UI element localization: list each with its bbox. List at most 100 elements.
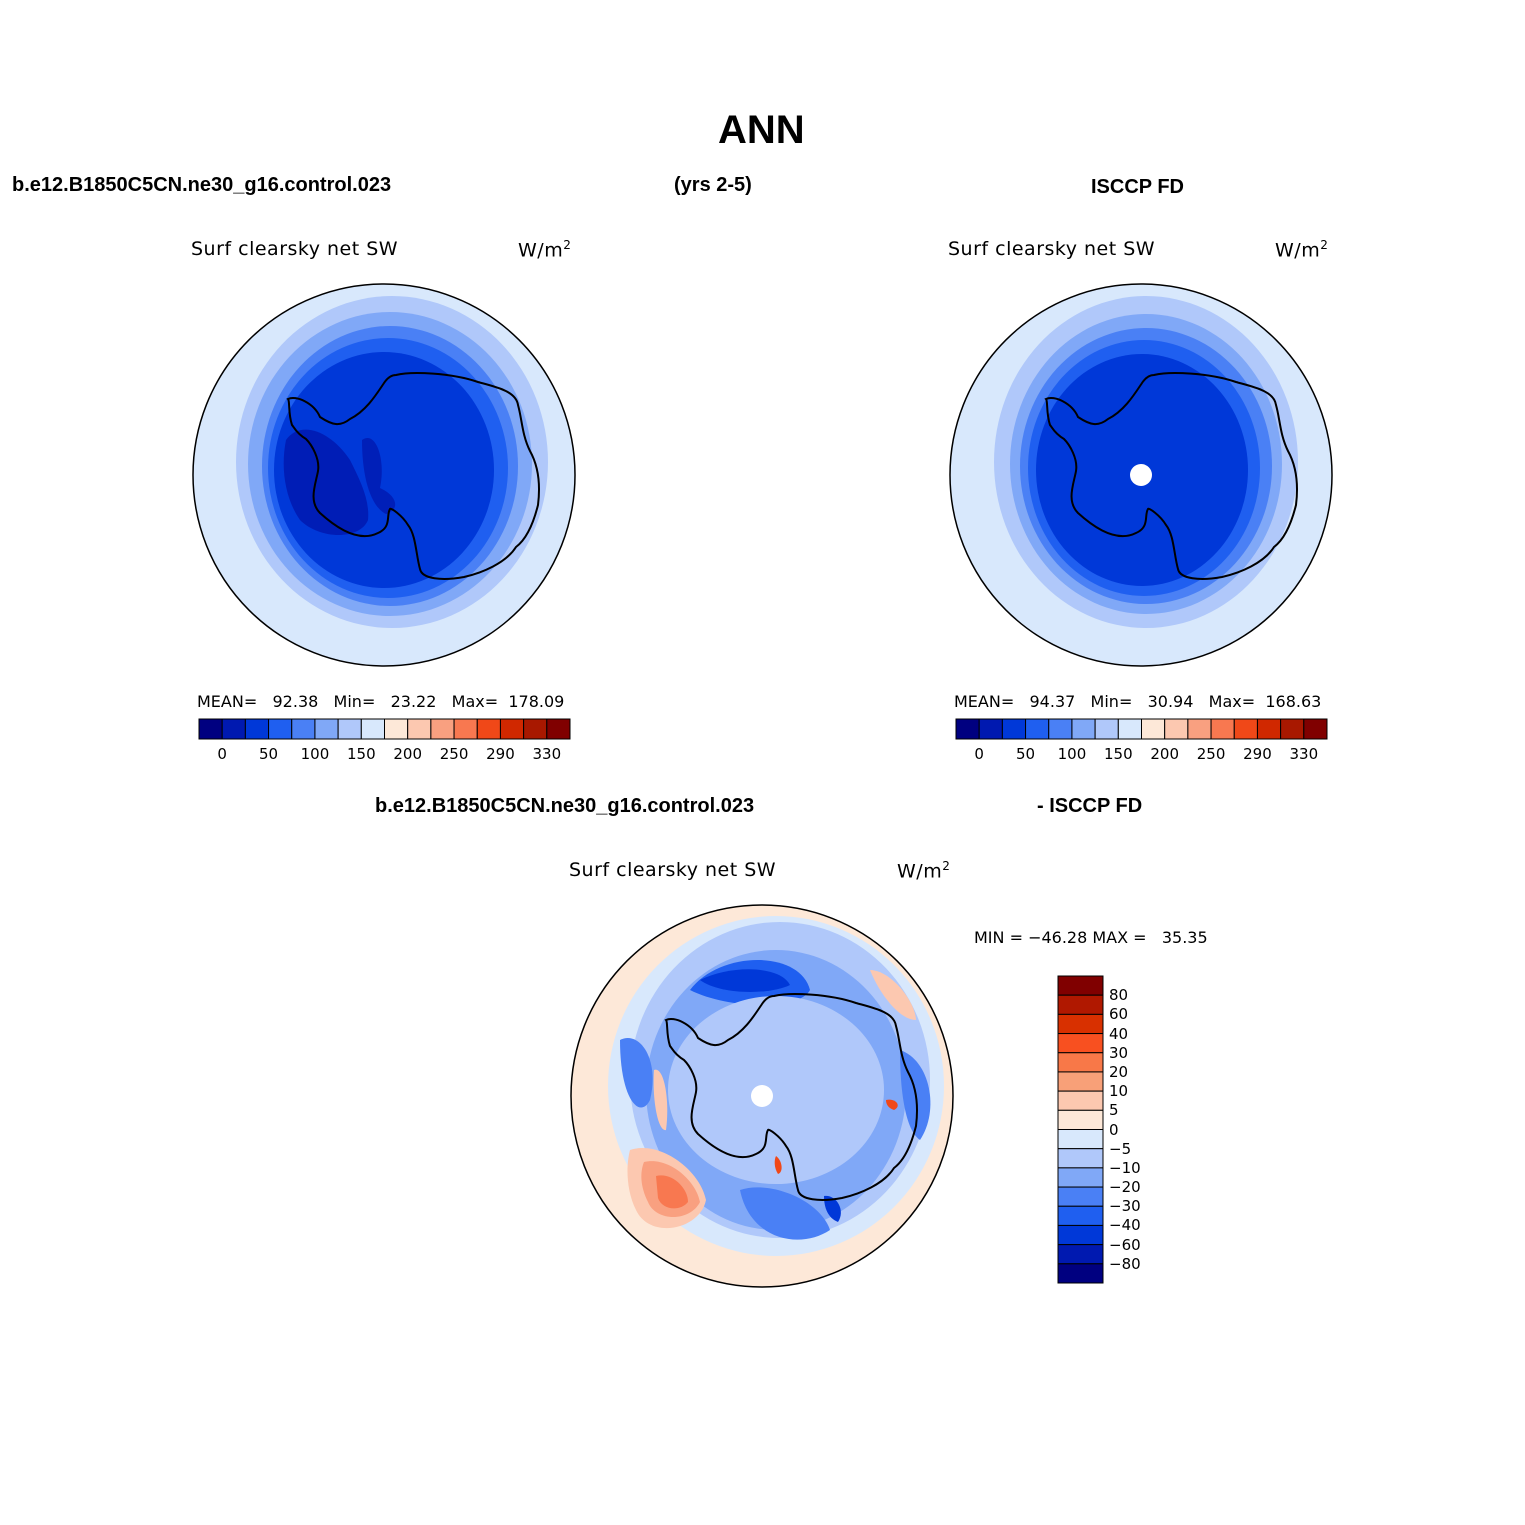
obs-colorbar-swatch	[1280, 718, 1305, 740]
obs-colorbar-tick-label: 330	[1289, 745, 1319, 763]
obs-colorbar-tick-label: 250	[1196, 745, 1226, 763]
model-colorbar-swatch	[337, 718, 362, 740]
obs-colorbar-swatch	[978, 718, 1003, 740]
obs-colorbar-swatch	[1141, 718, 1166, 740]
model-colorbar-swatch	[546, 718, 571, 740]
diff-colorbar-swatch	[1057, 1109, 1104, 1130]
diff-colorbar-tick-label: 40	[1109, 1024, 1129, 1043]
model-colorbar-swatch	[523, 718, 548, 740]
model-stats: MEAN= 92.38 Min= 23.22 Max= 178.09	[197, 692, 565, 711]
diff-colorbar-swatch	[1057, 1052, 1104, 1073]
diff-colorbar	[1057, 975, 1104, 1284]
model-colorbar-swatch	[407, 718, 432, 740]
model-colorbar	[198, 718, 571, 740]
diff-colorbar-tick-label: 30	[1109, 1043, 1129, 1062]
diff-colorbar-tick-label: −5	[1109, 1139, 1132, 1158]
diff-colorbar-swatch	[1057, 1013, 1104, 1035]
obs-colorbar-swatch	[1187, 718, 1212, 740]
obs-units-text: W/m	[1275, 239, 1321, 262]
diff-colorbar-swatch	[1057, 1071, 1104, 1092]
model-colorbar-tick-label: 50	[259, 745, 279, 763]
diff-map	[570, 904, 954, 1288]
model-colorbar-swatch	[221, 718, 246, 740]
diff-colorbar-tick-label: 20	[1109, 1062, 1129, 1081]
model-units-text: W/m	[518, 239, 564, 262]
diff-colorbar-swatch	[1057, 1244, 1104, 1265]
diff-colorbar-tick-label: −40	[1109, 1216, 1141, 1235]
diff-colorbar-tick-label: −60	[1109, 1235, 1141, 1254]
diff-colorbar-tick-label: −30	[1109, 1197, 1141, 1216]
diff-colorbar-swatch	[1057, 994, 1104, 1015]
years-header: (yrs 2-5)	[674, 174, 752, 196]
model-colorbar-swatch	[384, 718, 409, 740]
obs-colorbar-swatch	[1117, 718, 1142, 740]
obs-colorbar-tick-label: 200	[1150, 745, 1179, 763]
model-colorbar-swatch	[360, 718, 385, 740]
obs-units-sup: 2	[1320, 238, 1329, 252]
diff-colorbar-swatch	[1057, 1148, 1104, 1169]
diff-colorbar-swatch	[1057, 1033, 1104, 1054]
model-colorbar-swatch	[244, 718, 270, 740]
diff-colorbar-swatch	[1057, 1167, 1104, 1188]
model-units-label: W/m2	[518, 238, 571, 261]
diff-colorbar-tick-label: 80	[1109, 986, 1129, 1005]
model-colorbar-swatch	[499, 718, 525, 740]
model-colorbar-tick-label: 0	[217, 745, 227, 763]
diff-variable-label: Surf clearsky net SW	[569, 859, 777, 881]
model-colorbar-swatch	[476, 718, 501, 740]
obs-colorbar-tick-label: 290	[1243, 745, 1272, 763]
obs-colorbar-swatch	[1233, 718, 1258, 740]
model-units-sup: 2	[563, 238, 572, 252]
figure-title: ANN	[718, 108, 805, 152]
obs-colorbar-tick-label: 150	[1103, 745, 1133, 763]
diff-obs-header: - ISCCP FD	[1037, 795, 1143, 817]
diff-colorbar-swatch	[1057, 1263, 1104, 1284]
obs-colorbar-swatch	[1071, 718, 1096, 740]
obs-colorbar-tick-label: 50	[1016, 745, 1036, 763]
diff-units-text: W/m	[897, 860, 943, 883]
model-colorbar-tick-label: 200	[393, 745, 422, 763]
diff-colorbar-swatch	[1057, 1129, 1104, 1150]
obs-colorbar-swatch	[1256, 718, 1282, 740]
diff-colorbar-tick-label: −20	[1109, 1178, 1141, 1197]
diff-colorbar-tick-label: 10	[1109, 1082, 1129, 1101]
diff-model-header: b.e12.B1850C5CN.ne30_g16.control.023	[375, 795, 755, 817]
obs-map	[949, 283, 1333, 667]
model-map	[192, 283, 576, 667]
obs-variable-label: Surf clearsky net SW	[948, 238, 1156, 260]
obs-colorbar	[955, 718, 1328, 740]
diff-colorbar-swatch	[1057, 1205, 1104, 1226]
obs-colorbar-tick-label: 100	[1057, 745, 1087, 763]
obs-colorbar-swatch	[1303, 718, 1328, 740]
obs-units-label: W/m2	[1275, 238, 1328, 261]
diff-colorbar-tick-label: 5	[1109, 1101, 1119, 1120]
model-variable-label: Surf clearsky net SW	[191, 238, 399, 260]
obs-colorbar-swatch	[1164, 718, 1189, 740]
obs-colorbar-swatch	[1001, 718, 1027, 740]
model-case-header: b.e12.B1850C5CN.ne30_g16.control.023	[12, 174, 392, 196]
model-colorbar-tick-label: 100	[300, 745, 330, 763]
model-colorbar-swatch	[291, 718, 316, 740]
model-colorbar-swatch	[268, 718, 293, 740]
obs-colorbar-swatch	[955, 718, 980, 740]
model-colorbar-tick-label: 290	[486, 745, 515, 763]
obs-colorbar-swatch	[1025, 718, 1050, 740]
diff-colorbar-tick-label: 60	[1109, 1005, 1129, 1024]
obs-header: ISCCP FD	[1091, 176, 1184, 198]
obs-colorbar-swatch	[1210, 718, 1235, 740]
diff-stats: MIN = −46.28 MAX = 35.35	[974, 928, 1208, 947]
diff-colorbar-swatch	[1057, 1224, 1104, 1246]
diff-colorbar-swatch	[1057, 1090, 1104, 1111]
obs-colorbar-swatch	[1094, 718, 1119, 740]
diff-units-label: W/m2	[897, 859, 950, 882]
model-colorbar-swatch	[314, 718, 339, 740]
obs-colorbar-tick-label: 0	[974, 745, 984, 763]
diff-colorbar-tick-label: −10	[1109, 1158, 1141, 1177]
obs-stats: MEAN= 94.37 Min= 30.94 Max= 168.63	[954, 692, 1322, 711]
model-colorbar-swatch	[430, 718, 455, 740]
model-colorbar-swatch	[453, 718, 478, 740]
model-colorbar-tick-label: 150	[346, 745, 376, 763]
diff-units-sup: 2	[942, 859, 951, 873]
diff-colorbar-swatch	[1057, 975, 1104, 996]
